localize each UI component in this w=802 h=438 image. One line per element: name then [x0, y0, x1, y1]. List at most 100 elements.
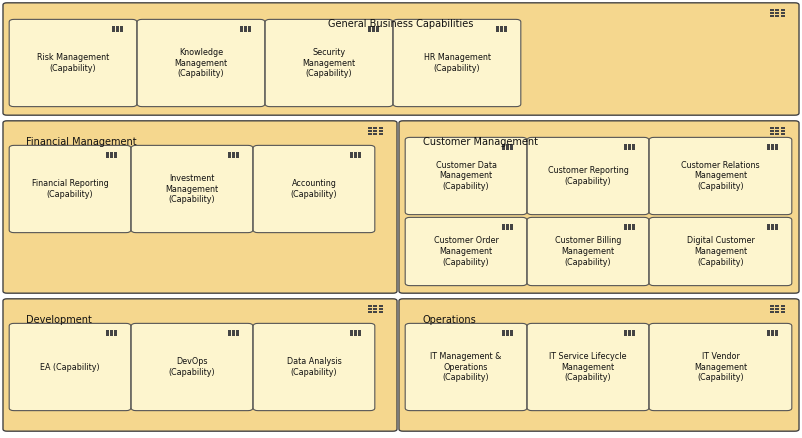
FancyBboxPatch shape: [768, 334, 770, 336]
FancyBboxPatch shape: [374, 308, 378, 310]
FancyBboxPatch shape: [236, 154, 239, 156]
FancyBboxPatch shape: [649, 217, 792, 286]
FancyBboxPatch shape: [372, 26, 375, 28]
Text: Security
Management
(Capability): Security Management (Capability): [302, 48, 355, 78]
FancyBboxPatch shape: [350, 332, 353, 334]
FancyBboxPatch shape: [781, 311, 785, 313]
FancyBboxPatch shape: [240, 26, 243, 28]
FancyBboxPatch shape: [771, 148, 774, 150]
FancyBboxPatch shape: [632, 146, 635, 148]
FancyBboxPatch shape: [236, 156, 239, 158]
FancyBboxPatch shape: [372, 28, 375, 30]
FancyBboxPatch shape: [350, 154, 353, 156]
FancyBboxPatch shape: [244, 30, 247, 32]
FancyBboxPatch shape: [510, 332, 513, 334]
FancyBboxPatch shape: [232, 154, 235, 156]
FancyBboxPatch shape: [770, 9, 774, 11]
FancyBboxPatch shape: [132, 323, 253, 411]
FancyBboxPatch shape: [632, 228, 635, 230]
FancyBboxPatch shape: [502, 332, 505, 334]
Text: Accounting
(Capability): Accounting (Capability): [290, 179, 338, 199]
FancyBboxPatch shape: [771, 332, 774, 334]
FancyBboxPatch shape: [768, 146, 770, 148]
FancyBboxPatch shape: [775, 334, 778, 336]
Text: Customer Order
Management
(Capability): Customer Order Management (Capability): [434, 236, 498, 267]
FancyBboxPatch shape: [500, 28, 503, 30]
FancyBboxPatch shape: [502, 224, 505, 226]
FancyBboxPatch shape: [768, 228, 770, 230]
FancyBboxPatch shape: [502, 144, 505, 146]
FancyBboxPatch shape: [628, 148, 631, 150]
FancyBboxPatch shape: [405, 217, 527, 286]
Text: Customer Relations
Management
(Capability): Customer Relations Management (Capabilit…: [681, 161, 759, 191]
FancyBboxPatch shape: [624, 224, 627, 226]
FancyBboxPatch shape: [368, 26, 371, 28]
FancyBboxPatch shape: [399, 299, 799, 431]
Text: IT Vendor
Management
(Capability): IT Vendor Management (Capability): [694, 352, 747, 382]
FancyBboxPatch shape: [527, 323, 649, 411]
FancyBboxPatch shape: [358, 330, 361, 332]
FancyBboxPatch shape: [775, 332, 778, 334]
FancyBboxPatch shape: [350, 334, 353, 336]
FancyBboxPatch shape: [632, 224, 635, 226]
FancyBboxPatch shape: [110, 154, 113, 156]
FancyBboxPatch shape: [768, 332, 770, 334]
FancyBboxPatch shape: [775, 144, 778, 146]
FancyBboxPatch shape: [358, 334, 361, 336]
FancyBboxPatch shape: [112, 30, 115, 32]
FancyBboxPatch shape: [776, 311, 780, 313]
FancyBboxPatch shape: [236, 330, 239, 332]
FancyBboxPatch shape: [781, 308, 785, 310]
FancyBboxPatch shape: [368, 130, 372, 132]
FancyBboxPatch shape: [510, 148, 513, 150]
FancyBboxPatch shape: [502, 226, 505, 228]
FancyBboxPatch shape: [236, 332, 239, 334]
FancyBboxPatch shape: [240, 28, 243, 30]
FancyBboxPatch shape: [510, 146, 513, 148]
FancyBboxPatch shape: [112, 28, 115, 30]
FancyBboxPatch shape: [110, 152, 113, 154]
FancyBboxPatch shape: [496, 26, 499, 28]
FancyBboxPatch shape: [770, 305, 774, 307]
Text: Customer Reporting
(Capability): Customer Reporting (Capability): [548, 166, 629, 186]
FancyBboxPatch shape: [632, 226, 635, 228]
FancyBboxPatch shape: [776, 130, 780, 132]
FancyBboxPatch shape: [776, 9, 780, 11]
FancyBboxPatch shape: [110, 330, 113, 332]
Text: IT Management &
Operations
(Capability): IT Management & Operations (Capability): [431, 352, 502, 382]
Text: DevOps
(Capability): DevOps (Capability): [168, 357, 215, 377]
FancyBboxPatch shape: [379, 130, 383, 132]
FancyBboxPatch shape: [624, 146, 627, 148]
FancyBboxPatch shape: [632, 334, 635, 336]
FancyBboxPatch shape: [350, 156, 353, 158]
FancyBboxPatch shape: [9, 323, 131, 411]
FancyBboxPatch shape: [775, 146, 778, 148]
FancyBboxPatch shape: [106, 154, 109, 156]
FancyBboxPatch shape: [368, 133, 372, 135]
FancyBboxPatch shape: [771, 224, 774, 226]
FancyBboxPatch shape: [632, 330, 635, 332]
FancyBboxPatch shape: [502, 330, 505, 332]
Text: Development: Development: [26, 315, 92, 325]
FancyBboxPatch shape: [775, 148, 778, 150]
FancyBboxPatch shape: [3, 299, 397, 431]
FancyBboxPatch shape: [114, 152, 117, 154]
FancyBboxPatch shape: [248, 30, 251, 32]
FancyBboxPatch shape: [374, 127, 378, 129]
FancyBboxPatch shape: [354, 330, 357, 332]
FancyBboxPatch shape: [228, 334, 231, 336]
FancyBboxPatch shape: [244, 26, 247, 28]
FancyBboxPatch shape: [628, 226, 631, 228]
FancyBboxPatch shape: [504, 30, 507, 32]
FancyBboxPatch shape: [510, 144, 513, 146]
FancyBboxPatch shape: [405, 323, 527, 411]
FancyBboxPatch shape: [502, 148, 505, 150]
Text: Digital Customer
Management
(Capability): Digital Customer Management (Capability): [687, 236, 755, 267]
FancyBboxPatch shape: [496, 28, 499, 30]
FancyBboxPatch shape: [106, 332, 109, 334]
FancyBboxPatch shape: [114, 332, 117, 334]
FancyBboxPatch shape: [510, 224, 513, 226]
FancyBboxPatch shape: [120, 30, 123, 32]
FancyBboxPatch shape: [781, 133, 785, 135]
FancyBboxPatch shape: [776, 305, 780, 307]
